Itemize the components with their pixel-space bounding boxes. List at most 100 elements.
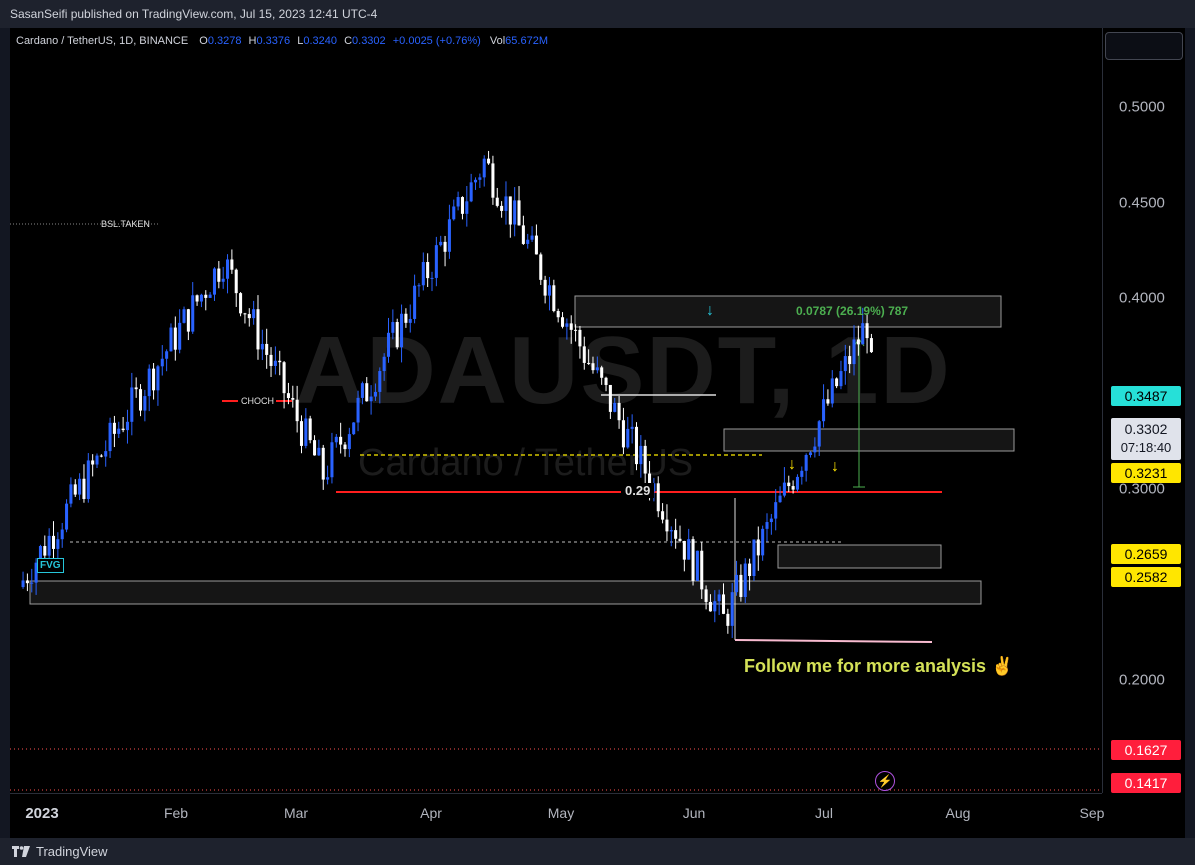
candle-body — [326, 477, 330, 480]
price-axis[interactable]: 0.5000 0.4500 0.4000 0.3000 0.2000 0.348… — [1102, 28, 1186, 793]
candle-body — [130, 387, 134, 422]
countdown: 07:18:40 — [1120, 440, 1172, 455]
candle-body — [434, 245, 438, 278]
lightning-icon[interactable]: ⚡ — [875, 771, 895, 791]
price-tick: 0.2000 — [1119, 671, 1165, 689]
candle-body — [452, 206, 456, 220]
candle-body — [169, 327, 173, 352]
candle-body — [117, 428, 121, 434]
candle-body — [286, 393, 290, 399]
chart-drawings — [10, 150, 1102, 791]
candle-body — [500, 205, 504, 211]
candle-body — [360, 383, 364, 398]
candle-body — [125, 421, 129, 431]
candle-body — [761, 528, 765, 556]
candle-body — [121, 428, 125, 431]
candle-body — [687, 539, 691, 560]
candle-body — [38, 546, 42, 563]
price-tag-yellow-1: 0.3231 — [1111, 463, 1181, 483]
candle-body — [265, 343, 269, 355]
candle-body — [178, 322, 182, 350]
zone-top — [574, 295, 1002, 328]
candle-body — [561, 317, 565, 327]
footer-brand[interactable]: TradingView — [36, 844, 108, 859]
candle-body — [343, 444, 347, 450]
symbol-legend[interactable]: Cardano / TetherUS, 1D, BINANCE O0.3278 … — [16, 35, 552, 47]
candle-body — [856, 339, 860, 345]
candle-body — [822, 399, 826, 422]
current-price: 0.3302 — [1124, 421, 1168, 437]
candle-body — [239, 293, 243, 314]
candle-body — [661, 511, 665, 520]
candle-body — [386, 332, 391, 357]
candle-body — [539, 254, 543, 280]
candle-body — [156, 366, 160, 391]
volume-value: 65.672M — [505, 35, 548, 47]
candle-body — [691, 539, 695, 581]
candle-body — [47, 535, 51, 556]
candle-body — [104, 451, 108, 457]
open-label: O — [199, 35, 208, 47]
candle-body — [765, 522, 769, 529]
candle-body — [634, 426, 639, 465]
candle-body — [556, 311, 560, 318]
candle-body — [739, 574, 743, 597]
candle-body — [439, 241, 443, 246]
candle-body — [782, 482, 786, 496]
month-label: Jul — [815, 805, 833, 821]
follow-text: Follow me for more analysis ✌ — [744, 656, 1014, 676]
candles-group — [21, 150, 873, 638]
zone-mid — [723, 428, 1015, 452]
candle-body — [56, 539, 60, 549]
candle-body — [830, 378, 834, 404]
candle-body — [530, 235, 534, 240]
candle-body — [108, 422, 112, 452]
candle-body — [569, 323, 573, 330]
candle-body — [65, 503, 69, 530]
yellow-down-arrow-icon-1: ↓ — [788, 456, 796, 473]
candle-body — [34, 562, 38, 583]
toolbar-box[interactable] — [1105, 32, 1183, 60]
candle-body — [147, 368, 151, 397]
candle-body — [478, 177, 482, 180]
candle-body — [138, 389, 143, 411]
candle-body — [752, 539, 756, 576]
time-axis[interactable]: 2023 Feb Mar Apr May Jun Jul Aug Sep — [10, 793, 1104, 839]
chart-area[interactable]: ADAUSDT, 1D Cardano / TetherUS — [10, 28, 1102, 793]
candle-body — [795, 476, 799, 490]
candle-body — [482, 158, 486, 178]
candle-body — [700, 550, 704, 590]
candle-body — [413, 285, 417, 319]
candle-body — [574, 329, 578, 331]
candle-body — [743, 563, 747, 597]
candle-body — [256, 309, 260, 350]
candle-body — [347, 434, 351, 450]
low-pink-line — [734, 639, 933, 643]
month-label: Mar — [283, 805, 309, 821]
change-value: +0.0025 (+0.76%) — [392, 35, 481, 47]
candle-body — [191, 295, 195, 332]
candle-body — [308, 418, 312, 441]
candle-body — [495, 197, 499, 206]
candle-body — [395, 322, 399, 348]
candle-body — [865, 323, 869, 339]
candle-body — [643, 445, 647, 474]
tradingview-logo-icon[interactable] — [12, 846, 30, 857]
candle-body — [491, 163, 495, 198]
candle-body — [717, 594, 721, 602]
candle-body — [695, 550, 699, 581]
candle-body — [543, 279, 547, 296]
candle-body — [787, 482, 791, 487]
candle-body — [460, 197, 464, 214]
candle-body — [369, 396, 373, 402]
candle-body — [791, 486, 795, 490]
candle-body — [73, 484, 77, 495]
candle-body — [465, 201, 469, 214]
candle-body — [578, 329, 582, 347]
low-label: L — [297, 35, 304, 47]
candle-body — [247, 314, 251, 319]
candle-body — [869, 338, 873, 353]
candle-body — [321, 447, 325, 480]
candle-body — [134, 387, 138, 390]
candle-body — [91, 460, 95, 465]
